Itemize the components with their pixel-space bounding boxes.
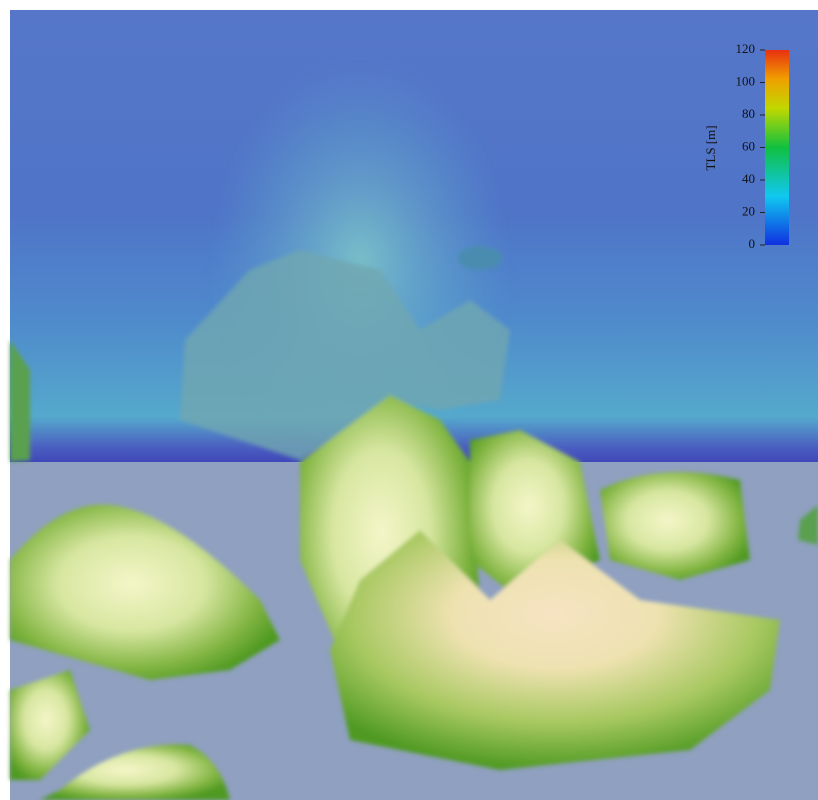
tick-label: 60 [742, 138, 755, 153]
colorbar-label: TLS [m] [703, 125, 718, 170]
tick-label: 120 [736, 41, 756, 56]
tick-label: 0 [749, 236, 756, 251]
tick-label: 100 [736, 73, 756, 88]
colorbar-gradient [765, 50, 789, 245]
terrain [10, 246, 818, 800]
colorbar: TLS [m] 0 20 40 60 80 100 120 [703, 41, 789, 251]
tick-label: 40 [742, 171, 755, 186]
colorbar-ticks: 0 20 40 60 80 100 120 [736, 41, 765, 251]
tick-label: 20 [742, 203, 755, 218]
tick-label: 80 [742, 106, 755, 121]
